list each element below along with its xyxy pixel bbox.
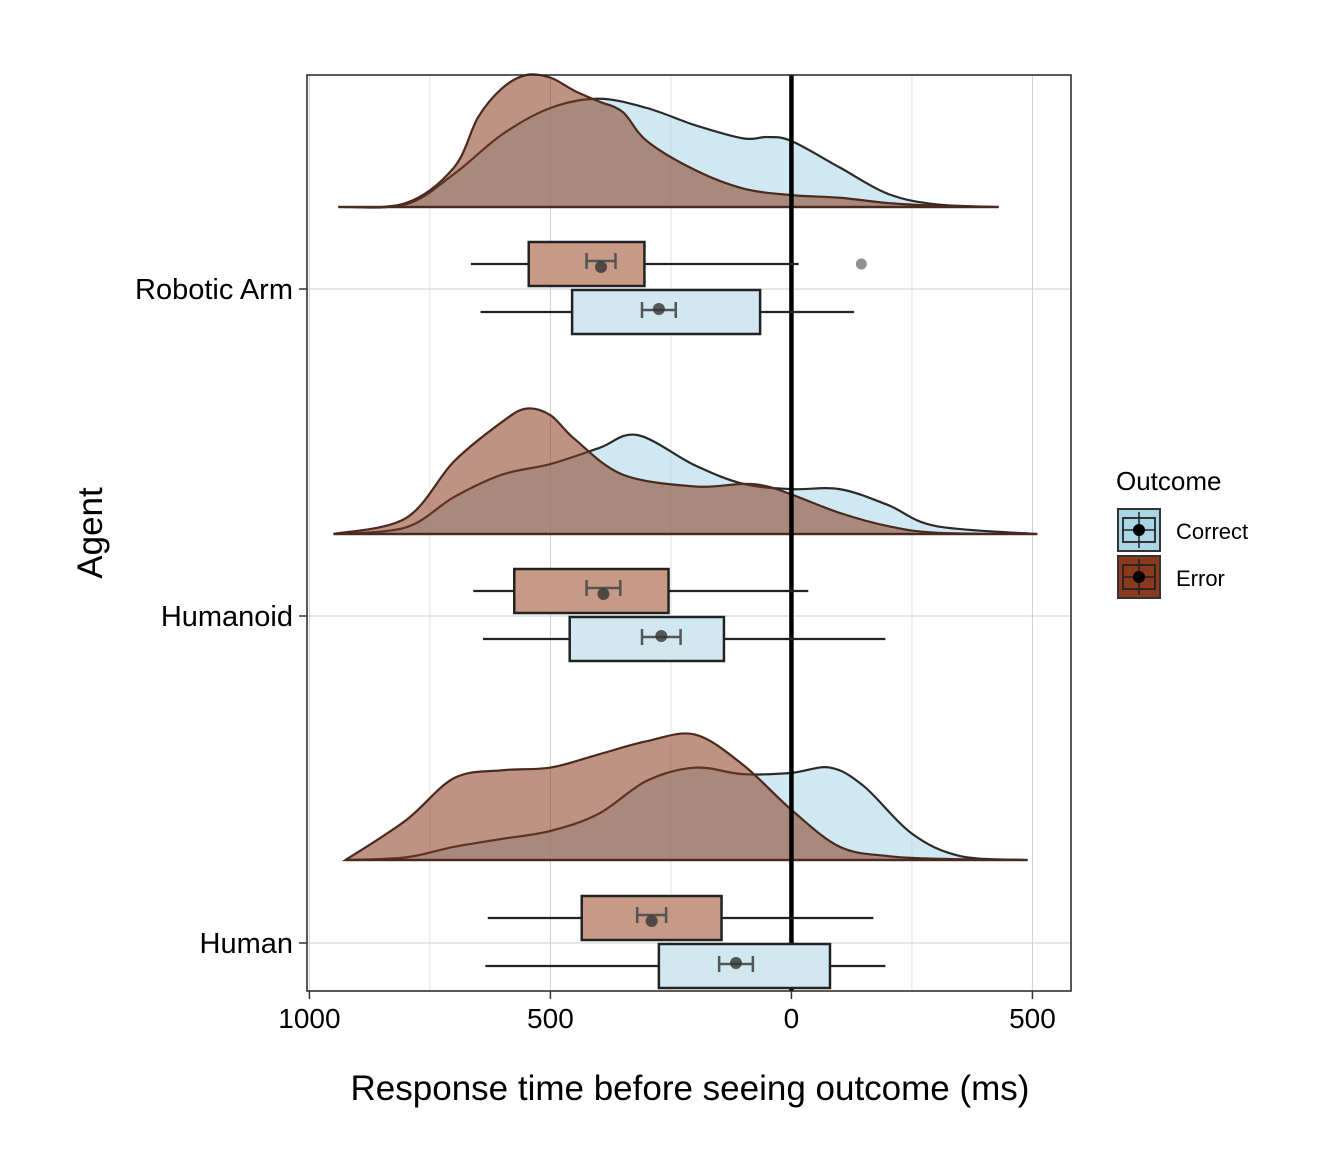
density-error-robotic-arm [338,73,999,209]
x-tick-label: 500 [1009,1003,1056,1034]
x-tick-label: 500 [527,1003,574,1034]
y-tick-label: Robotic Arm [135,274,293,306]
legend-label: Error [1176,566,1225,591]
x-tick-label: 0 [784,1003,800,1034]
x-tick-label: 1000 [278,1003,340,1034]
density-error-humanoid [333,407,1038,536]
boxplot-layer [470,240,886,990]
legend-key-error [1117,555,1161,599]
outlier-point-error-robotic-arm [855,258,867,270]
box-error-human [580,894,723,942]
y-tick-label: Human [200,928,294,960]
box-correct-human [657,942,832,990]
mean-point-error-robotic-arm [595,261,608,273]
x-axis-label: Response time before seeing outcome (ms) [351,1069,1030,1108]
legend: Outcome Correct Error [1116,466,1248,599]
legend-key-correct [1117,508,1161,552]
mean-point-correct-human [729,957,742,969]
y-axis: Robotic Arm Humanoid Human [135,274,307,960]
x-axis: 1000 500 0 500 [278,991,1056,1034]
mean-point-correct-robotic-arm [652,303,665,315]
plot-border [306,74,1072,992]
density-layer [333,73,1038,862]
mean-point-error-human [645,915,658,927]
mean-point-correct-humanoid [655,630,668,642]
box-correct-robotic-arm [570,288,762,336]
mean-point-error-humanoid [597,588,610,600]
box-error-humanoid [513,567,670,615]
legend-label: Correct [1176,519,1248,544]
y-tick-label: Humanoid [161,601,293,633]
density-error-human [341,732,1028,862]
y-axis-label: Agent [71,487,110,579]
box-correct-humanoid [568,615,726,663]
legend-title: Outcome [1116,466,1222,496]
